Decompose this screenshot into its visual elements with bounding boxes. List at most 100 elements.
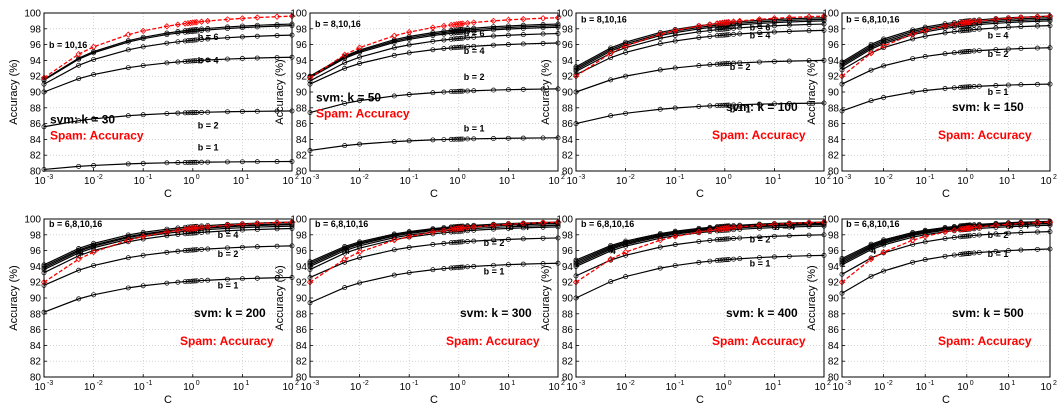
y-axis-label: Accuracy (%) — [806, 265, 818, 330]
svm-data-point — [964, 49, 970, 55]
series-label: b = 1 — [218, 281, 239, 291]
svm-data-point — [731, 236, 736, 241]
x-axis-label: C — [942, 188, 950, 200]
spam-data-point — [440, 227, 448, 234]
svm-data-point — [707, 33, 713, 39]
series-label: b = 6,8,10,16 — [315, 219, 368, 229]
x-tick-exponent: -1 — [412, 174, 418, 181]
svm-data-point — [657, 67, 663, 73]
y-tick-label: 90 — [562, 88, 574, 99]
svm-data-point — [239, 276, 245, 282]
svm-data-point — [391, 52, 397, 58]
svm-data-point — [726, 32, 732, 38]
series-label: b = 4 — [774, 222, 795, 232]
spam-data-point — [805, 219, 813, 226]
svm-data-point — [182, 28, 188, 34]
svm-data-point — [91, 163, 97, 168]
spam-data-point — [174, 227, 182, 234]
svm-data-point — [175, 39, 181, 45]
svm-data-point — [199, 278, 204, 284]
svm-data-point — [964, 251, 970, 257]
y-tick-label: 88 — [828, 309, 840, 320]
svm-data-point — [76, 250, 82, 256]
x-tick-label: 10 — [874, 176, 886, 187]
svm-data-point — [540, 261, 546, 267]
svm-data-point — [205, 277, 211, 283]
svm-data-point — [465, 136, 470, 142]
x-tick-label: 10 — [765, 382, 777, 393]
svm-data-point — [608, 113, 614, 119]
y-axis-label: Accuracy (%) — [274, 265, 286, 330]
svm-data-point — [737, 235, 743, 241]
x-tick-label: 10 — [350, 382, 362, 393]
svm-data-point — [430, 33, 436, 38]
svm-k-label: svm: k = 150 — [952, 100, 1024, 114]
svm-data-point — [465, 44, 470, 50]
spam-data-point — [786, 14, 793, 21]
svm-data-point — [922, 232, 928, 238]
spam-data-point — [457, 20, 465, 27]
svm-data-point — [696, 63, 702, 69]
x-tick-label: 10 — [183, 176, 195, 187]
svm-data-point — [724, 61, 730, 67]
y-tick-label: 96 — [562, 40, 574, 51]
svm-k-label: svm: k = 500 — [952, 306, 1024, 320]
spam-data-point — [429, 228, 437, 236]
svm-data-point — [957, 84, 963, 90]
y-tick-label: 82 — [296, 151, 308, 162]
y-tick-label: 94 — [562, 56, 574, 67]
x-tick-exponent: -3 — [845, 380, 851, 387]
svm-data-point — [342, 143, 348, 149]
svm-data-point — [881, 95, 887, 100]
svm-data-point — [771, 101, 777, 107]
svm-data-point — [957, 49, 963, 55]
svm-data-point — [342, 259, 348, 265]
svm-data-point — [175, 248, 181, 254]
x-tick-exponent: 0 — [728, 380, 732, 387]
x-tick-exponent: -3 — [845, 174, 851, 181]
svm-data-point — [993, 231, 999, 237]
x-tick-exponent: -2 — [363, 380, 369, 387]
plot-frame — [43, 218, 293, 378]
svm-data-point — [964, 84, 970, 90]
spam-data-point — [965, 19, 972, 26]
spam-data-point — [730, 18, 737, 25]
svm-data-point — [966, 251, 971, 256]
svm-data-point — [806, 223, 812, 229]
spam-data-point — [941, 228, 949, 236]
spam-data-point — [254, 220, 261, 227]
svm-data-point — [465, 29, 470, 35]
svm-data-point — [430, 267, 436, 273]
svm-data-point — [771, 254, 777, 260]
spam-data-point — [181, 226, 189, 233]
svm-data-point — [724, 236, 730, 242]
spam-data-point — [239, 221, 246, 228]
svm-data-point — [881, 242, 887, 248]
x-tick-label: 10 — [499, 382, 511, 393]
svm-data-point — [458, 29, 464, 35]
svm-data-point — [91, 72, 97, 78]
svm-data-point — [448, 136, 454, 142]
spam-data-point — [951, 21, 958, 28]
svm-data-point — [786, 22, 792, 28]
svm-data-point — [757, 225, 762, 231]
svm-data-point — [976, 250, 982, 255]
svm-data-point — [406, 50, 412, 56]
svm-data-point — [406, 36, 412, 42]
svm-data-point — [140, 34, 146, 40]
y-tick-label: 82 — [30, 151, 42, 162]
svm-data-point — [185, 159, 191, 165]
x-tick-label: 10 — [134, 176, 146, 187]
spam-data-point — [706, 227, 714, 234]
svm-data-point — [707, 28, 713, 33]
series-label: b = 6 — [750, 22, 771, 32]
svm-data-point — [505, 236, 511, 242]
y-tick-label: 96 — [828, 40, 840, 51]
series-label: b = 1 — [988, 87, 1009, 97]
svm-data-point — [185, 247, 191, 253]
svm-data-point — [623, 49, 629, 55]
spam-data-point — [470, 19, 477, 26]
y-tick-label: 92 — [296, 278, 308, 289]
svm-data-point — [491, 87, 496, 93]
svm-data-point — [505, 135, 511, 141]
